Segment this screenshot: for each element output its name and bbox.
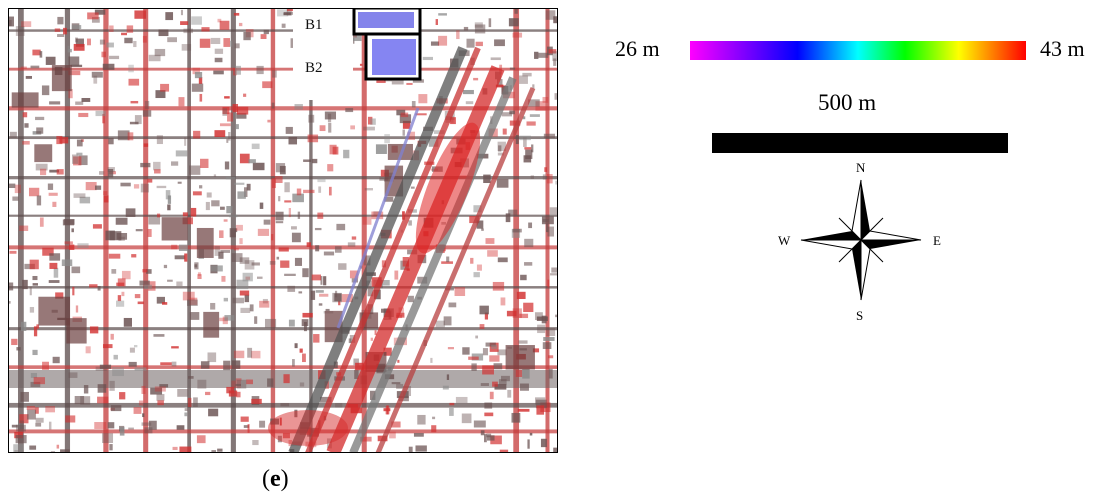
compass-icon — [800, 179, 922, 301]
scale-bar — [712, 133, 1008, 153]
legend-max-label: 43 m — [1040, 36, 1085, 61]
rail-corridor — [268, 46, 536, 453]
compass-south: S — [856, 308, 864, 323]
compass-north: N — [856, 160, 866, 175]
inset-label-b1: B1 — [305, 17, 323, 33]
inset-label-b2: B2 — [305, 60, 323, 76]
map-canvas — [8, 8, 558, 453]
compass-west: W — [778, 233, 791, 248]
legend-color-bar — [690, 41, 1026, 60]
inset-b2-points — [372, 39, 416, 75]
scale-bar-label: 500 m — [818, 90, 877, 115]
legend-min-label: 26 m — [615, 36, 660, 61]
point-cloud-map: B1 B2 — [8, 8, 558, 453]
inset-b1-points — [358, 12, 414, 28]
caption-letter: e — [270, 466, 281, 492]
figure-caption: (e) — [262, 466, 289, 492]
compass-east: E — [933, 233, 941, 248]
compass-rose: N S E W — [776, 158, 946, 328]
